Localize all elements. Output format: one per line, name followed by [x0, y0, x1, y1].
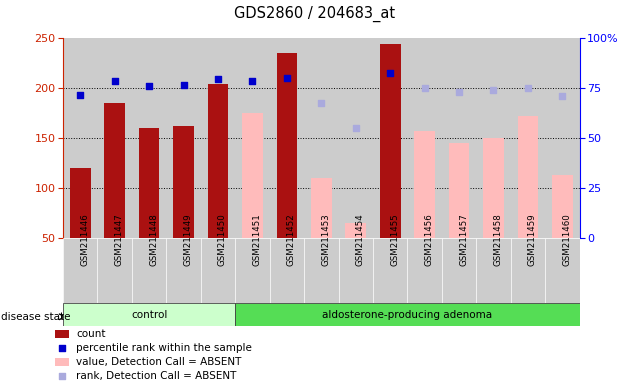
Bar: [270, 38, 304, 238]
Bar: [242, 113, 263, 238]
Bar: [511, 38, 545, 238]
Bar: [63, 303, 235, 326]
Bar: [511, 238, 545, 303]
Bar: [132, 238, 166, 303]
Text: GSM211459: GSM211459: [528, 213, 537, 266]
Text: GSM211454: GSM211454: [356, 213, 365, 266]
Text: GDS2860 / 204683_at: GDS2860 / 204683_at: [234, 6, 396, 22]
Text: control: control: [131, 310, 168, 320]
Bar: [235, 303, 580, 326]
Text: aldosterone-producing adenoma: aldosterone-producing adenoma: [323, 310, 493, 320]
Bar: [338, 238, 373, 303]
Bar: [55, 330, 69, 338]
Bar: [476, 38, 511, 238]
Point: [488, 87, 498, 93]
Point: [144, 83, 154, 89]
Bar: [442, 38, 476, 238]
Text: GSM211448: GSM211448: [149, 213, 158, 266]
Text: percentile rank within the sample: percentile rank within the sample: [76, 343, 252, 353]
Bar: [63, 238, 98, 303]
Bar: [449, 143, 469, 238]
Bar: [132, 38, 166, 238]
Bar: [311, 178, 331, 238]
Point: [420, 85, 430, 91]
Point: [57, 372, 67, 379]
Bar: [201, 238, 235, 303]
Bar: [442, 238, 476, 303]
Bar: [105, 103, 125, 238]
Text: GSM211458: GSM211458: [493, 213, 503, 266]
Text: GSM211456: GSM211456: [425, 213, 433, 266]
Point: [178, 82, 188, 88]
Bar: [304, 38, 338, 238]
Bar: [552, 175, 573, 238]
Bar: [235, 38, 270, 238]
Text: GSM211451: GSM211451: [253, 213, 261, 266]
Text: GSM211460: GSM211460: [563, 213, 571, 266]
Bar: [483, 138, 504, 238]
Bar: [408, 238, 442, 303]
Bar: [476, 238, 511, 303]
Text: count: count: [76, 329, 106, 339]
Text: disease state: disease state: [1, 312, 71, 322]
Bar: [380, 45, 401, 238]
Text: GSM211452: GSM211452: [287, 213, 296, 266]
Text: GSM211449: GSM211449: [183, 213, 193, 266]
Bar: [345, 223, 366, 238]
Bar: [166, 38, 201, 238]
Bar: [70, 168, 91, 238]
Text: GSM211455: GSM211455: [390, 213, 399, 266]
Bar: [545, 238, 580, 303]
Bar: [98, 238, 132, 303]
Bar: [338, 38, 373, 238]
Text: value, Detection Call = ABSENT: value, Detection Call = ABSENT: [76, 357, 242, 367]
Point: [351, 125, 361, 131]
Point: [282, 75, 292, 81]
Point: [316, 100, 326, 106]
Bar: [98, 38, 132, 238]
Point: [385, 70, 395, 76]
Text: GSM211457: GSM211457: [459, 213, 468, 266]
Bar: [173, 126, 194, 238]
Bar: [304, 238, 338, 303]
Text: GSM211446: GSM211446: [80, 213, 89, 266]
Point: [454, 89, 464, 95]
Bar: [208, 84, 228, 238]
Point: [248, 78, 258, 84]
Bar: [55, 358, 69, 366]
Point: [558, 93, 568, 99]
Bar: [139, 128, 159, 238]
Bar: [545, 38, 580, 238]
Bar: [166, 238, 201, 303]
Text: rank, Detection Call = ABSENT: rank, Detection Call = ABSENT: [76, 371, 237, 381]
Bar: [373, 238, 408, 303]
Point: [57, 345, 67, 351]
Bar: [415, 131, 435, 238]
Point: [75, 92, 85, 98]
Bar: [201, 38, 235, 238]
Bar: [373, 38, 408, 238]
Bar: [63, 38, 98, 238]
Text: GSM211447: GSM211447: [115, 213, 123, 266]
Bar: [277, 53, 297, 238]
Point: [213, 76, 223, 83]
Point: [523, 85, 533, 91]
Text: GSM211450: GSM211450: [218, 213, 227, 266]
Bar: [408, 38, 442, 238]
Bar: [235, 238, 270, 303]
Point: [110, 78, 120, 84]
Text: GSM211453: GSM211453: [321, 213, 330, 266]
Bar: [518, 116, 538, 238]
Bar: [270, 238, 304, 303]
